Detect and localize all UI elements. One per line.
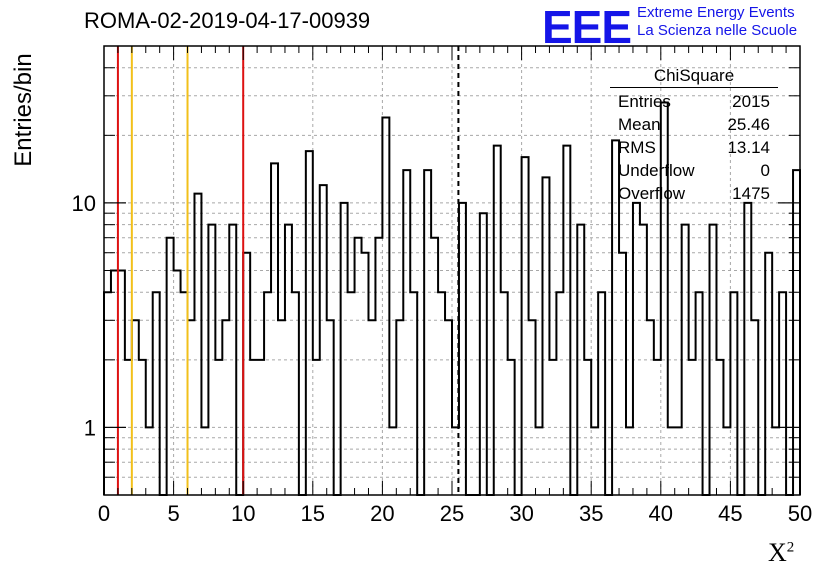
histogram-series bbox=[103, 101, 801, 496]
x-axis-label-base: X bbox=[768, 538, 787, 567]
x-axis-label-superscript: 2 bbox=[786, 539, 795, 556]
stats-value: 0 bbox=[760, 161, 770, 180]
axis-ticks: 0 5 10 15 20 25 30 35 40 45 50 1 10 bbox=[72, 46, 812, 526]
x-tick-label: 40 bbox=[649, 501, 673, 526]
y-tick-label: 1 bbox=[84, 415, 96, 440]
stats-row-entries: Entries 2015 bbox=[610, 90, 778, 113]
stats-row-mean: Mean 25.46 bbox=[610, 113, 778, 136]
stats-label: Overflow bbox=[618, 184, 686, 203]
stats-value: 2015 bbox=[732, 92, 770, 111]
logo-line-1: Extreme Energy Events bbox=[637, 4, 795, 21]
stats-row-overflow: Overflow 1475 bbox=[610, 182, 778, 205]
stats-value: 13.14 bbox=[727, 138, 770, 157]
stats-value: 25.46 bbox=[727, 115, 770, 134]
marker-lines bbox=[116, 46, 460, 495]
stats-row-underflow: Underflow 0 bbox=[610, 159, 778, 182]
x-tick-label: 30 bbox=[509, 501, 533, 526]
histogram-bins bbox=[103, 101, 801, 496]
stats-label: Entries bbox=[618, 92, 671, 111]
x-tick-label: 25 bbox=[440, 501, 464, 526]
stats-label: RMS bbox=[618, 138, 656, 157]
x-tick-label: 0 bbox=[98, 501, 110, 526]
chart-title: ROMA-02-2019-04-17-00939 bbox=[84, 8, 371, 33]
stats-label: Underflow bbox=[618, 161, 695, 180]
stats-value: 1475 bbox=[732, 184, 770, 203]
stats-box: ChiSquare Entries 2015 Mean 25.46 RMS 13… bbox=[610, 66, 778, 205]
x-tick-label: 10 bbox=[231, 501, 255, 526]
y-tick-label: 10 bbox=[72, 191, 96, 216]
stats-label: Mean bbox=[618, 115, 661, 134]
x-tick-label: 5 bbox=[167, 501, 179, 526]
eee-logo: EEE bbox=[542, 1, 632, 53]
x-axis-label: X2 bbox=[768, 538, 794, 568]
x-tick-label: 45 bbox=[718, 501, 742, 526]
logo-line-2: La Scienza nelle Scuole bbox=[637, 22, 798, 39]
x-tick-label: 20 bbox=[370, 501, 394, 526]
stats-row-rms: RMS 13.14 bbox=[610, 136, 778, 159]
y-axis-label: Entries/bin bbox=[10, 53, 37, 167]
x-tick-label: 50 bbox=[788, 501, 812, 526]
x-tick-label: 35 bbox=[579, 501, 603, 526]
stats-name: ChiSquare bbox=[610, 66, 778, 88]
x-tick-label: 15 bbox=[301, 501, 325, 526]
